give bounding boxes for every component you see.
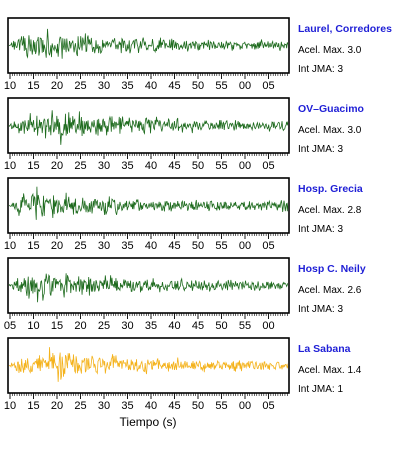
x-tick-label: 00 xyxy=(239,160,251,172)
x-tick-label: 10 xyxy=(4,240,16,252)
x-tick-label: 40 xyxy=(145,80,157,92)
x-tick-label: 35 xyxy=(121,400,133,412)
x-tick-label: 05 xyxy=(4,320,16,332)
x-tick-label: 40 xyxy=(145,400,157,412)
x-tick-label: 55 xyxy=(239,320,251,332)
x-tick-label: 40 xyxy=(168,320,180,332)
max-acceleration-label: Acel. Max. 3.0 xyxy=(298,45,362,56)
x-tick-label: 05 xyxy=(262,240,274,252)
x-axis-label: Tiempo (s) xyxy=(120,415,177,429)
max-acceleration-label: Acel. Max. 1.4 xyxy=(298,365,362,376)
x-tick-label: 15 xyxy=(27,80,39,92)
x-tick-label: 45 xyxy=(168,80,180,92)
x-tick-label: 05 xyxy=(262,160,274,172)
panels-group: 10 15 20 25 30 35 40 45 50 55 00 05 Laurel, Corredor… xyxy=(4,17,392,412)
waveform-trace xyxy=(9,347,288,382)
x-tick-label: 55 xyxy=(215,400,227,412)
waveform-trace xyxy=(9,110,288,145)
x-tick-label: 25 xyxy=(74,80,86,92)
panel-5: 10 15 20 25 30 35 40 45 50 55 00 05 La Sabana Acel. M… xyxy=(4,337,362,412)
x-tick-label: 15 xyxy=(27,400,39,412)
x-tick-label: 10 xyxy=(4,80,16,92)
x-tick-label: 25 xyxy=(74,240,86,252)
x-tick-label: 30 xyxy=(98,160,110,172)
x-tick-label: 30 xyxy=(98,80,110,92)
x-tick-label: 20 xyxy=(74,320,86,332)
x-tick-label: 10 xyxy=(27,320,39,332)
x-tick-label: 10 xyxy=(4,400,16,412)
x-tick-label: 15 xyxy=(27,160,39,172)
x-tick-label: 20 xyxy=(51,80,63,92)
x-tick-label: 30 xyxy=(98,240,110,252)
x-tick-label: 45 xyxy=(192,320,204,332)
waveform-trace xyxy=(9,28,288,59)
x-tick-label: 35 xyxy=(121,80,133,92)
x-tick-label: 35 xyxy=(121,160,133,172)
panel-1: 10 15 20 25 30 35 40 45 50 55 00 05 Laurel, Corredor… xyxy=(4,17,392,92)
x-tick-label: 45 xyxy=(168,160,180,172)
jma-intensity-label: Int JMA: 3 xyxy=(298,304,343,315)
x-tick-label: 55 xyxy=(215,80,227,92)
x-tick-label: 05 xyxy=(262,400,274,412)
station-name: La Sabana xyxy=(298,343,351,355)
x-tick-label: 00 xyxy=(239,80,251,92)
jma-intensity-label: Int JMA: 3 xyxy=(298,144,343,155)
waveform-trace xyxy=(9,186,288,220)
x-tick-label: 30 xyxy=(121,320,133,332)
x-tick-label: 55 xyxy=(215,160,227,172)
x-tick-label: 40 xyxy=(145,160,157,172)
x-tick-label: 50 xyxy=(215,320,227,332)
x-tick-label: 25 xyxy=(74,160,86,172)
x-tick-label: 35 xyxy=(121,240,133,252)
max-acceleration-label: Acel. Max. 2.6 xyxy=(298,285,362,296)
x-tick-label: 00 xyxy=(239,240,251,252)
x-tick-label: 00 xyxy=(262,320,274,332)
x-tick-label: 35 xyxy=(145,320,157,332)
panel-4: 05 10 15 20 25 30 35 40 45 50 55 00 Hosp C. Neily Ace… xyxy=(4,257,366,332)
x-tick-label: 40 xyxy=(145,240,157,252)
x-tick-label: 25 xyxy=(98,320,110,332)
panel-3: 10 15 20 25 30 35 40 45 50 55 00 05 Hosp. Grecia Acel… xyxy=(4,177,363,252)
x-tick-label: 20 xyxy=(51,400,63,412)
max-acceleration-label: Acel. Max. 3.0 xyxy=(298,125,362,136)
x-tick-label: 50 xyxy=(192,80,204,92)
x-tick-label: 25 xyxy=(74,400,86,412)
x-tick-label: 05 xyxy=(262,80,274,92)
jma-intensity-label: Int JMA: 1 xyxy=(298,384,343,395)
jma-intensity-label: Int JMA: 3 xyxy=(298,64,343,75)
station-name: Laurel, Corredores xyxy=(298,23,392,35)
station-name: Hosp C. Neily xyxy=(298,263,366,275)
x-tick-label: 20 xyxy=(51,160,63,172)
x-tick-label: 45 xyxy=(168,240,180,252)
x-tick-label: 45 xyxy=(168,400,180,412)
jma-intensity-label: Int JMA: 3 xyxy=(298,224,343,235)
x-tick-label: 50 xyxy=(192,240,204,252)
waveform-trace xyxy=(9,273,288,303)
max-acceleration-label: Acel. Max. 2.8 xyxy=(298,205,362,216)
x-tick-label: 55 xyxy=(215,240,227,252)
x-tick-label: 10 xyxy=(4,160,16,172)
station-name: Hosp. Grecia xyxy=(298,183,363,195)
x-tick-label: 20 xyxy=(51,240,63,252)
x-tick-label: 30 xyxy=(98,400,110,412)
x-tick-label: 00 xyxy=(239,400,251,412)
x-tick-label: 15 xyxy=(27,240,39,252)
station-name: OV–Guacimo xyxy=(298,103,364,115)
panel-2: 10 15 20 25 30 35 40 45 50 55 00 05 OV–Guacimo Acel. … xyxy=(4,97,364,172)
x-tick-label: 50 xyxy=(192,400,204,412)
x-tick-label: 15 xyxy=(51,320,63,332)
x-tick-label: 50 xyxy=(192,160,204,172)
